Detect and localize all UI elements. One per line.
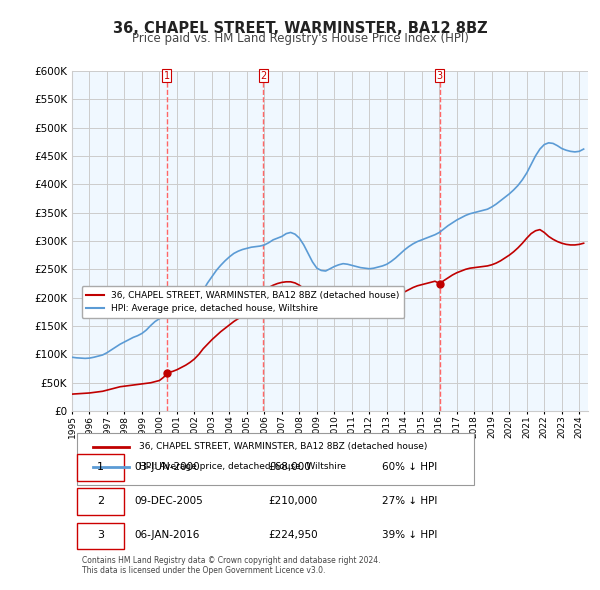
Text: HPI: Average price, detached house, Wiltshire: HPI: Average price, detached house, Wilt… <box>139 463 346 471</box>
Text: £68,000: £68,000 <box>268 462 311 472</box>
Text: 1: 1 <box>97 462 104 472</box>
Text: 03-JUN-2000: 03-JUN-2000 <box>134 462 200 472</box>
FancyBboxPatch shape <box>77 523 124 549</box>
Text: 2: 2 <box>260 71 266 81</box>
Text: Contains HM Land Registry data © Crown copyright and database right 2024.
This d: Contains HM Land Registry data © Crown c… <box>82 556 381 575</box>
Text: 06-JAN-2016: 06-JAN-2016 <box>134 530 199 540</box>
Text: £224,950: £224,950 <box>268 530 318 540</box>
FancyBboxPatch shape <box>77 433 475 486</box>
Text: 1: 1 <box>164 71 170 81</box>
Text: 36, CHAPEL STREET, WARMINSTER, BA12 8BZ (detached house): 36, CHAPEL STREET, WARMINSTER, BA12 8BZ … <box>139 442 427 451</box>
Text: 3: 3 <box>437 71 443 81</box>
Text: Price paid vs. HM Land Registry's House Price Index (HPI): Price paid vs. HM Land Registry's House … <box>131 32 469 45</box>
Text: £210,000: £210,000 <box>268 496 317 506</box>
Text: 2: 2 <box>97 496 104 506</box>
FancyBboxPatch shape <box>77 489 124 514</box>
Legend: 36, CHAPEL STREET, WARMINSTER, BA12 8BZ (detached house), HPI: Average price, de: 36, CHAPEL STREET, WARMINSTER, BA12 8BZ … <box>82 286 404 318</box>
Text: 60% ↓ HPI: 60% ↓ HPI <box>382 462 437 472</box>
Text: 3: 3 <box>97 530 104 540</box>
Text: 36, CHAPEL STREET, WARMINSTER, BA12 8BZ: 36, CHAPEL STREET, WARMINSTER, BA12 8BZ <box>113 21 487 35</box>
Text: 39% ↓ HPI: 39% ↓ HPI <box>382 530 437 540</box>
Text: 09-DEC-2005: 09-DEC-2005 <box>134 496 203 506</box>
FancyBboxPatch shape <box>77 454 124 481</box>
Text: 27% ↓ HPI: 27% ↓ HPI <box>382 496 437 506</box>
